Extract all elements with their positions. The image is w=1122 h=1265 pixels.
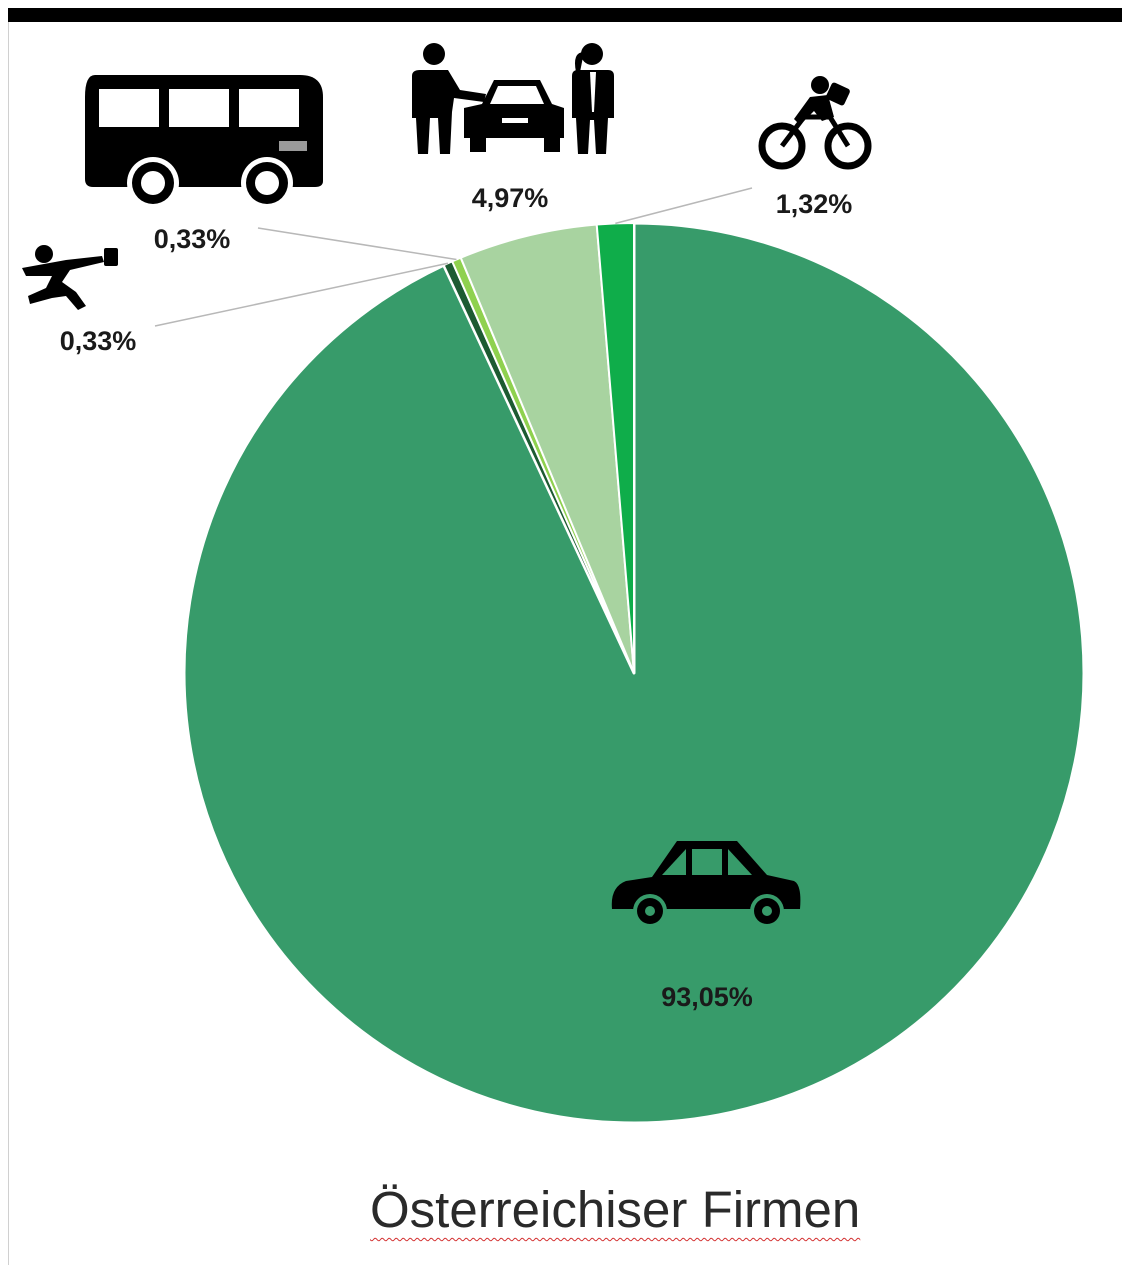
leader-lines	[154, 187, 753, 327]
data-label-car: 93,05%	[661, 982, 753, 1012]
data-label-carpool: 4,97%	[472, 183, 549, 213]
cyclist-icon	[758, 76, 872, 170]
carpool-icon	[412, 43, 614, 154]
left-border-line	[8, 22, 9, 1265]
car-icon	[611, 841, 801, 928]
data-label-walking: 0,33%	[60, 326, 137, 356]
data-label-bus: 0,33%	[154, 224, 231, 254]
top-black-bar	[8, 8, 1122, 22]
pie-chart: 93,05% 0,33% 0,33% 4,97% 1,32%	[22, 43, 1086, 1125]
walking-person-icon	[22, 245, 118, 310]
data-label-bicycle: 1,32%	[776, 189, 853, 219]
leader-line-bicycle	[615, 187, 753, 225]
leader-line-walking	[154, 262, 449, 327]
pie-slices	[182, 221, 1086, 1125]
leader-line-bus	[257, 227, 457, 261]
bus-icon	[85, 75, 323, 209]
chart-title: Österreichiser Firmen	[370, 1181, 861, 1238]
